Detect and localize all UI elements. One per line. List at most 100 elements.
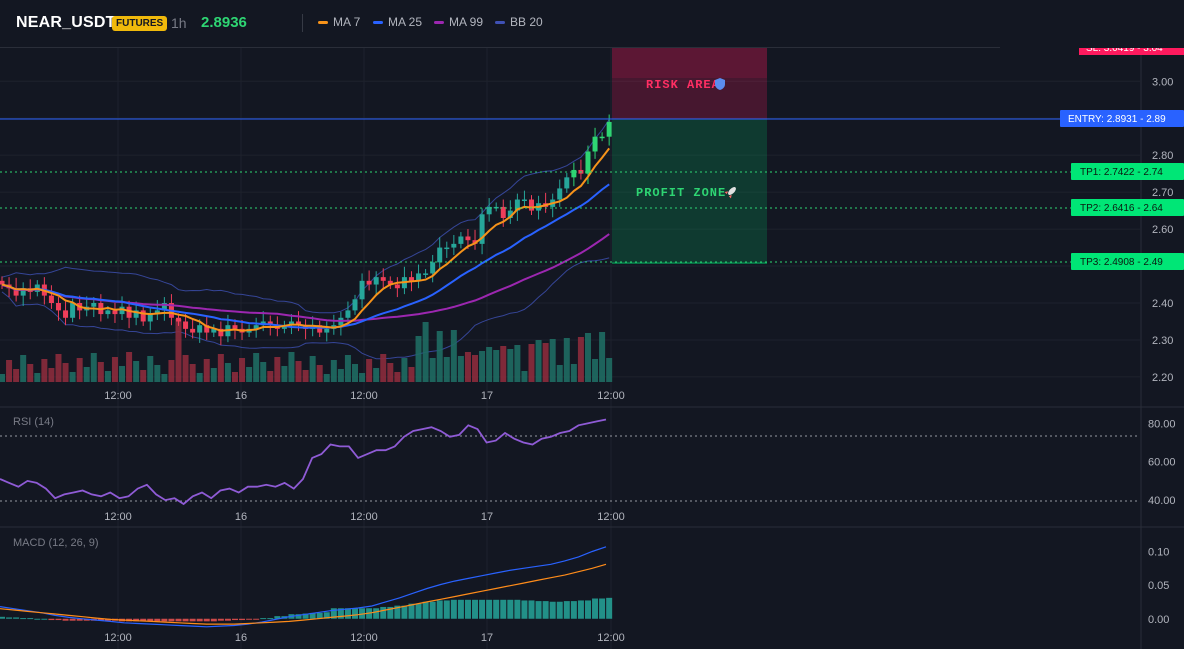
ma7-swatch (318, 20, 328, 24)
volume-bar (203, 359, 210, 382)
time-tick-label: 16 (235, 511, 247, 523)
candle-body (197, 325, 203, 333)
candle-body (267, 321, 273, 326)
macd-histogram-bar (542, 601, 549, 619)
ma25-swatch (373, 20, 383, 24)
rocket-icon (724, 187, 736, 199)
macd-histogram-bar (161, 618, 168, 622)
legend-ma99-label: MA 99 (449, 15, 484, 29)
volume-bar (457, 356, 464, 382)
candle-body (190, 328, 196, 333)
macd-histogram-bar (486, 599, 493, 619)
macd-histogram-bar (210, 618, 217, 622)
volume-bar (429, 358, 436, 382)
volume-bar (239, 358, 246, 382)
macd-histogram-bar (507, 599, 514, 619)
volume-bar (27, 364, 34, 382)
time-tick-label: 12:00 (597, 390, 625, 402)
volume-bar (55, 354, 62, 382)
time-tick-label: 12:00 (350, 511, 378, 523)
time-tick-label: 16 (235, 632, 247, 644)
macd-histogram-bar (27, 618, 34, 620)
volume-bar (344, 355, 351, 382)
timeframe-selector[interactable]: 1h (171, 15, 187, 31)
volume-bar (464, 352, 471, 382)
volume-bar (76, 358, 83, 382)
macd-histogram-bar (479, 599, 486, 619)
macd-histogram-bar (599, 598, 606, 619)
volume-bar (13, 369, 20, 382)
macd-histogram-bar (528, 600, 535, 619)
time-tick-label: 12:00 (597, 511, 625, 523)
candle-body (416, 273, 422, 281)
tp2-tag[interactable]: TP2: 2.6416 - 2.64 (1071, 199, 1184, 216)
legend-ma25[interactable]: MA 25 (373, 15, 422, 29)
volume-bar (436, 331, 443, 382)
volume-bar (443, 357, 450, 382)
volume-bar (34, 373, 41, 382)
macd-histogram-bar (0, 616, 5, 619)
volume-bar (196, 373, 203, 382)
macd-histogram-bar (76, 618, 83, 621)
volume-bar (210, 368, 217, 382)
volume-bar (126, 352, 133, 382)
volume-bar (90, 353, 97, 382)
candle-body (119, 306, 125, 315)
candle-body (183, 321, 189, 329)
macd-histogram-bar (13, 617, 20, 619)
macd-histogram-bar (401, 605, 408, 619)
macd-histogram-bar (472, 599, 479, 619)
macd-histogram-bar (62, 618, 69, 621)
volume-bar (302, 370, 309, 382)
volume-bar (62, 363, 69, 382)
macd-histogram-bar (274, 616, 281, 619)
candle-body (486, 206, 492, 215)
tp1-tag[interactable]: TP1: 2.7422 - 2.74 (1071, 163, 1184, 180)
tp3-tag[interactable]: TP3: 2.4908 - 2.49 (1071, 253, 1184, 270)
legend-bb20[interactable]: BB 20 (495, 15, 543, 29)
time-tick-label: 16 (235, 390, 247, 402)
macd-histogram-bar (69, 618, 76, 621)
axes: 3.002.902.802.702.602.502.402.302.2012:0… (104, 76, 1175, 644)
ma99-swatch (434, 20, 444, 24)
volume-bar (253, 353, 260, 382)
volume-bar (507, 349, 514, 382)
macd-histogram-bar (217, 618, 224, 621)
volume-bar (415, 336, 422, 382)
chart-header: NEAR_USDT FUTURES 1h 2.8936 MA 7 MA 25 M… (0, 0, 1184, 48)
candle-body (500, 206, 506, 218)
volume-bar (154, 365, 161, 382)
ma7-line (1, 147, 610, 332)
macd-histogram (0, 597, 613, 622)
entry-tag[interactable]: ENTRY: 2.8931 - 2.89 (1060, 110, 1184, 127)
legend-ma25-label: MA 25 (388, 15, 423, 29)
volume-bar (479, 351, 486, 382)
profit-zone-label: PROFIT ZONE (636, 186, 726, 200)
macd-histogram-bar (443, 600, 450, 619)
candle-body (380, 277, 386, 281)
rsi-pane-label: RSI (14) (13, 416, 54, 428)
volume-bar (556, 365, 563, 382)
macd-histogram-bar (246, 618, 253, 620)
volume-bar (175, 319, 182, 382)
macd-histogram-bar (239, 618, 246, 621)
macd-histogram-bar (140, 618, 147, 622)
volume-bar (535, 340, 542, 382)
candle-body (204, 325, 210, 333)
volume-bar (352, 364, 358, 382)
profit-zone[interactable] (612, 119, 767, 264)
volume-bar (422, 322, 429, 382)
volume-bar (309, 356, 316, 382)
legend-ma7[interactable]: MA 7 (318, 15, 360, 29)
candle-body (352, 299, 358, 311)
candle-body (529, 199, 534, 211)
macd-histogram-bar (302, 613, 309, 619)
macd-histogram-bar (584, 600, 591, 619)
macd-histogram-bar (592, 598, 599, 619)
candle-body (20, 288, 26, 296)
risk-area[interactable] (612, 48, 767, 119)
legend-ma99[interactable]: MA 99 (434, 15, 483, 29)
symbol-name[interactable]: NEAR_USDT (16, 14, 116, 31)
time-tick-label: 12:00 (104, 390, 132, 402)
